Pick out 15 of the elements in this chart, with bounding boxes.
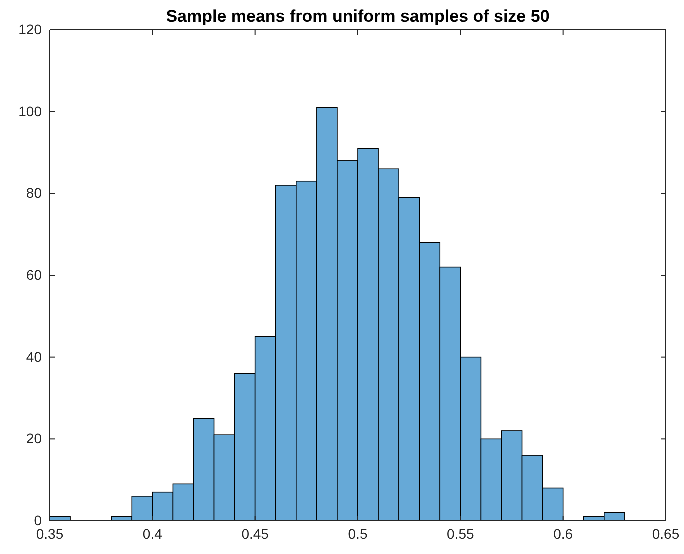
y-tick-label: 80: [26, 185, 42, 202]
y-tick-label: 60: [26, 266, 42, 283]
x-tick-label: 0.5: [348, 526, 368, 542]
y-tick-label: 20: [26, 430, 42, 447]
x-tick-label: 0.35: [36, 526, 64, 542]
x-tick-label: 0.4: [142, 526, 163, 542]
chart-title: Sample means from uniform samples of size 50: [166, 7, 550, 26]
x-tick-label: 0.65: [652, 526, 680, 542]
y-tick-label: 120: [18, 21, 42, 38]
y-tick-label: 100: [18, 103, 42, 120]
x-tick-label: 0.45: [242, 526, 270, 542]
x-tick-label: 0.6: [554, 526, 574, 542]
y-tick-label: 0: [34, 512, 42, 528]
x-tick-label: 0.55: [447, 526, 475, 542]
y-tick-label: 40: [26, 348, 42, 365]
